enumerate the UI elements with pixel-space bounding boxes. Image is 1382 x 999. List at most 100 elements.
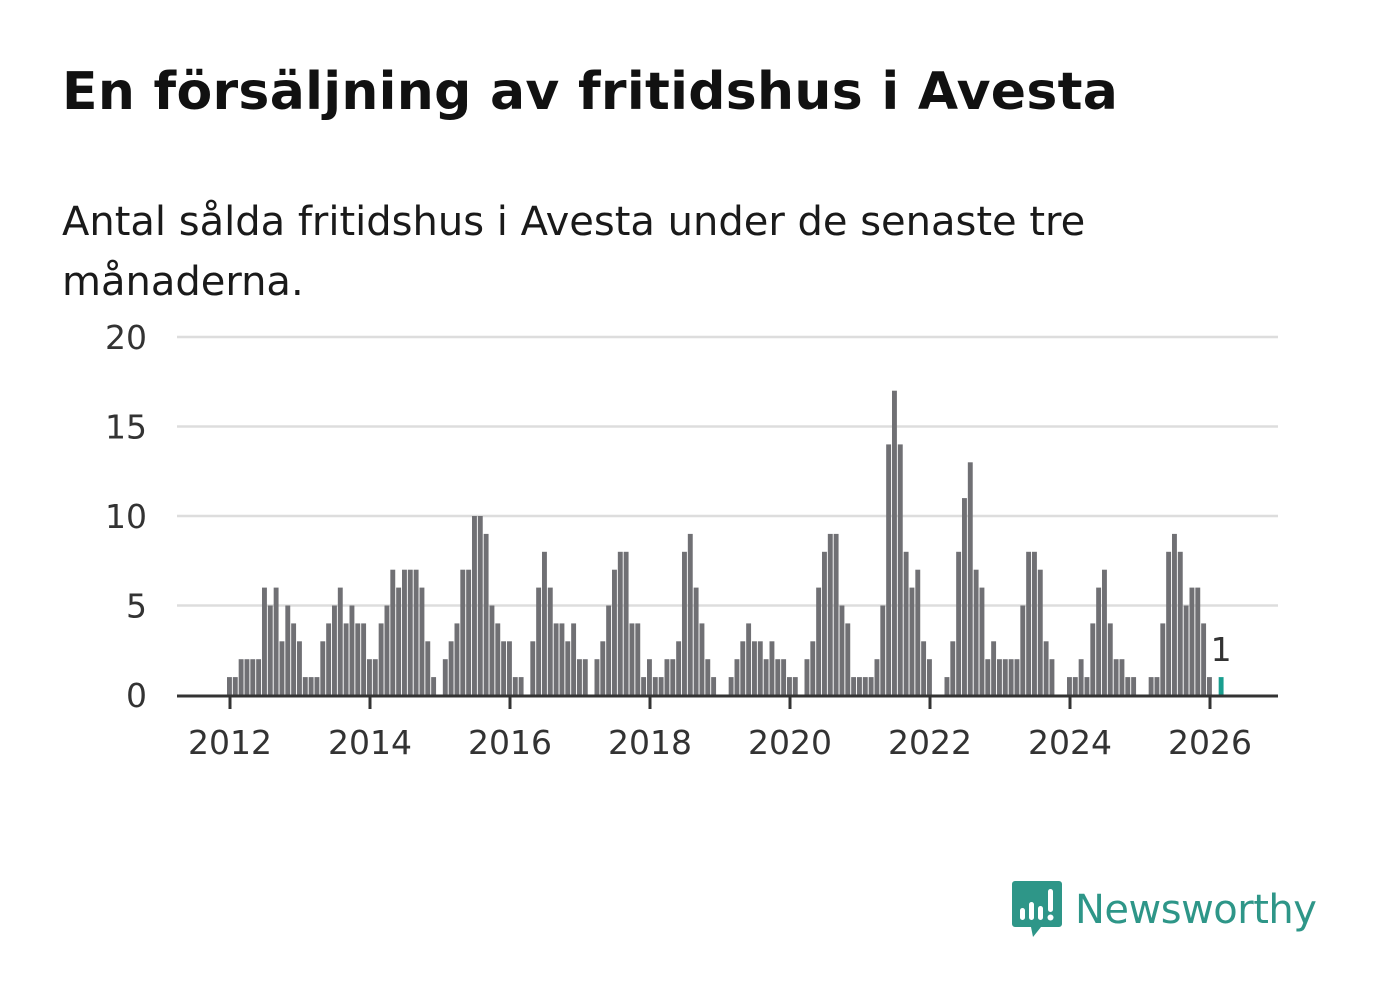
bar — [448, 641, 454, 695]
bar — [1020, 605, 1026, 695]
bar — [361, 623, 367, 695]
y-tick-label: 0 — [126, 676, 147, 715]
highlighted-bar — [1218, 677, 1224, 695]
bar — [734, 659, 740, 695]
bar — [402, 569, 407, 695]
x-tick-label: 2022 — [888, 723, 972, 762]
bar — [746, 623, 752, 695]
bar — [285, 605, 291, 695]
bar — [460, 569, 466, 695]
bar — [571, 623, 577, 695]
bar — [577, 659, 582, 695]
bar — [1177, 551, 1183, 695]
bar — [950, 641, 956, 695]
bar — [682, 551, 687, 695]
bar — [396, 587, 402, 695]
bar — [1201, 623, 1207, 695]
bar — [973, 569, 979, 695]
bar — [699, 623, 705, 695]
bar — [419, 587, 425, 695]
bar — [250, 659, 256, 695]
bar — [1131, 677, 1137, 695]
bar — [810, 641, 816, 695]
bar — [1096, 587, 1102, 695]
bar — [635, 623, 641, 695]
bar — [273, 587, 279, 695]
bar — [495, 623, 501, 695]
bar — [1049, 659, 1055, 695]
bar — [711, 677, 717, 695]
bar — [1207, 677, 1212, 695]
bar — [857, 677, 862, 695]
bar — [822, 551, 827, 695]
bar — [903, 551, 909, 695]
bar — [967, 462, 973, 695]
bar — [1026, 551, 1032, 695]
chart-title: En försäljning av fritidshus i Avesta — [62, 62, 1119, 122]
bar — [472, 516, 477, 695]
x-tick-label: 2026 — [1168, 723, 1252, 762]
bar — [827, 533, 833, 695]
bar — [1043, 641, 1049, 695]
bar — [349, 605, 355, 695]
bar — [530, 641, 536, 695]
bar — [582, 659, 588, 695]
bar — [845, 623, 851, 695]
bar — [909, 587, 915, 695]
bar — [244, 659, 250, 695]
bar — [600, 641, 606, 695]
bar — [378, 623, 384, 695]
bar — [1037, 569, 1043, 695]
x-tick-label: 2016 — [468, 723, 552, 762]
bar — [1090, 623, 1096, 695]
bar — [413, 569, 419, 695]
bar — [1148, 677, 1154, 695]
bar — [769, 641, 775, 695]
bar — [641, 677, 647, 695]
bar — [507, 641, 512, 695]
bar — [962, 498, 967, 695]
bar — [652, 677, 658, 695]
bar — [1189, 587, 1195, 695]
bar — [1172, 533, 1177, 695]
newsworthy-logo-icon — [1012, 881, 1062, 937]
bar — [892, 390, 897, 695]
bar — [291, 623, 297, 695]
bar — [297, 641, 302, 695]
bar — [623, 551, 629, 695]
bar — [1078, 659, 1084, 695]
bar — [804, 659, 810, 695]
bar — [1154, 677, 1160, 695]
x-tick-label: 2020 — [748, 723, 832, 762]
bar — [833, 533, 839, 695]
x-tick-label: 2018 — [608, 723, 692, 762]
bar — [676, 641, 682, 695]
bar — [921, 641, 927, 695]
bar — [956, 551, 962, 695]
bar — [880, 605, 886, 695]
bar — [664, 659, 670, 695]
bar — [687, 533, 693, 695]
bar — [367, 659, 372, 695]
bar — [862, 677, 868, 695]
bar — [629, 623, 635, 695]
bar — [997, 659, 1002, 695]
bar — [536, 587, 542, 695]
bar — [693, 587, 699, 695]
bar — [617, 551, 623, 695]
brand-name: Newsworthy — [1075, 887, 1317, 933]
x-tick-label: 2014 — [328, 723, 412, 762]
bar — [740, 641, 746, 695]
bar — [407, 569, 413, 695]
bar — [979, 587, 985, 695]
bar — [1067, 677, 1072, 695]
bar — [559, 623, 565, 695]
bar — [612, 569, 617, 695]
bar — [483, 533, 489, 695]
bar — [816, 587, 822, 695]
bar — [279, 641, 285, 695]
bar — [705, 659, 711, 695]
bar — [326, 623, 332, 695]
bar — [606, 605, 612, 695]
chart-subtitle: Antal sålda fritidshus i Avesta under de… — [62, 199, 1086, 305]
